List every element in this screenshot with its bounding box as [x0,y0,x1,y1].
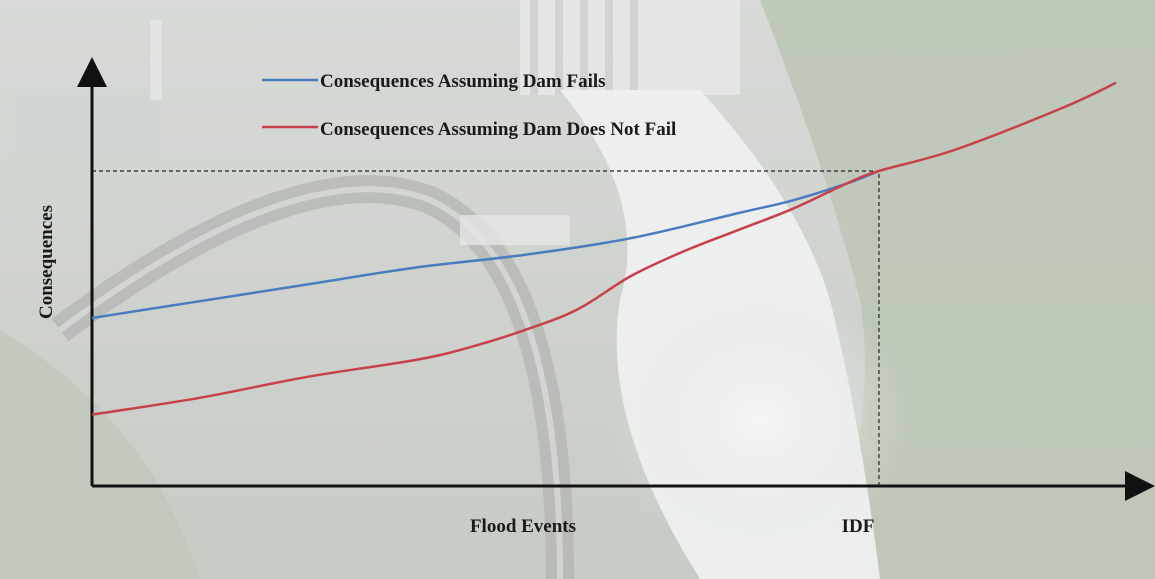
x-axis-label: Flood Events [470,516,576,537]
reference-lines [92,170,880,486]
series-line-dam-not-fail [91,81,1117,416]
series-line-dam-fails [91,169,880,320]
series-lines [91,81,1117,416]
legend-label-dam-not-fail: Consequences Assuming Dam Does Not Fail [320,119,676,140]
legend-label-dam-fails: Consequences Assuming Dam Fails [320,71,606,92]
x-tick-label-idf: IDF [842,516,875,537]
legend: Consequences Assuming Dam Fails Conseque… [262,71,676,140]
y-axis-label: Consequences [36,205,57,319]
